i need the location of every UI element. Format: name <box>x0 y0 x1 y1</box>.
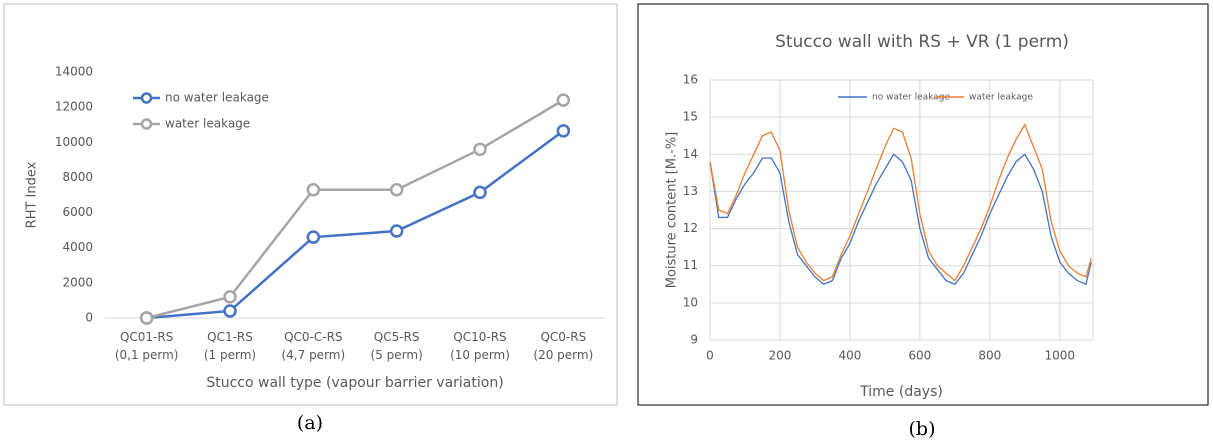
y-tick-label: 8000 <box>62 170 93 184</box>
y-tick-label: 10 <box>683 295 698 309</box>
y-tick-label: 9 <box>690 333 698 347</box>
x-tick-label: 600 <box>908 349 931 363</box>
legend-marker <box>140 92 153 104</box>
chart-title: Stucco wall with RS + VR (1 perm) <box>775 32 1069 52</box>
x-tick-label: 200 <box>769 349 792 363</box>
x-tick-label: 400 <box>838 349 861 363</box>
y-tick-label: 0 <box>85 311 93 325</box>
x-tick-label: QC5-RS (5 perm) <box>370 330 423 362</box>
point-marker <box>556 124 571 138</box>
x-tick-label: 800 <box>978 349 1001 363</box>
x-tick-label: 0 <box>706 349 714 363</box>
point-marker <box>306 182 321 197</box>
y-tick-label: 2000 <box>62 275 93 289</box>
x-tick-label: QC0-RS (20 perm) <box>533 330 594 362</box>
y-tick-label: 4000 <box>62 240 93 254</box>
y-axis-title: RHT Index <box>25 161 40 228</box>
x-axis-title: Time (days) <box>859 384 943 400</box>
point-marker <box>389 224 404 238</box>
x-axis-title: Stucco wall type (vapour barrier variati… <box>206 375 503 391</box>
y-tick-label: 12 <box>683 221 698 235</box>
point-marker <box>473 142 487 157</box>
y-tick-label: 14 <box>683 147 698 161</box>
y-tick-label: 13 <box>683 184 698 198</box>
legend-marker <box>140 118 153 130</box>
point-marker <box>306 230 321 244</box>
point-marker <box>223 304 237 318</box>
legend-label: no water leakage <box>872 93 950 103</box>
y-tick-label: 10000 <box>55 135 93 149</box>
x-tick-label: QC1-RS (1 perm) <box>203 330 257 362</box>
y-tick-label: 12000 <box>55 100 93 114</box>
legend-label: water leakage <box>969 93 1033 103</box>
y-tick-label: 14000 <box>55 65 93 79</box>
x-tick-label: QC10-RS (10 perm) <box>450 330 510 362</box>
point-marker <box>556 93 571 107</box>
x-tick-label: 1000 <box>1044 349 1075 363</box>
point-marker <box>473 185 487 200</box>
series-line <box>146 129 565 320</box>
point-marker <box>223 290 237 304</box>
series-line <box>709 123 1092 282</box>
point-marker <box>389 182 404 197</box>
point-marker <box>139 311 154 325</box>
legend-label: water leakage <box>165 117 250 131</box>
caption: (a) <box>297 412 323 434</box>
caption: (b) <box>909 418 936 440</box>
y-tick-label: 6000 <box>62 205 93 219</box>
series-line <box>146 99 564 320</box>
legend-label: no water leakage <box>165 91 269 105</box>
panel-b-frame <box>637 3 1209 406</box>
series-line <box>709 153 1092 286</box>
y-axis-title: Moisture content [M.-%] <box>665 132 680 289</box>
x-tick-label: QC01-RS (0,1 perm) <box>114 330 179 362</box>
panel-a-frame <box>3 3 618 406</box>
y-tick-label: 11 <box>683 258 698 272</box>
x-tick-label: QC0-C-RS (4,7 perm) <box>281 330 346 362</box>
y-tick-label: 15 <box>683 110 698 124</box>
y-tick-label: 16 <box>683 73 698 87</box>
